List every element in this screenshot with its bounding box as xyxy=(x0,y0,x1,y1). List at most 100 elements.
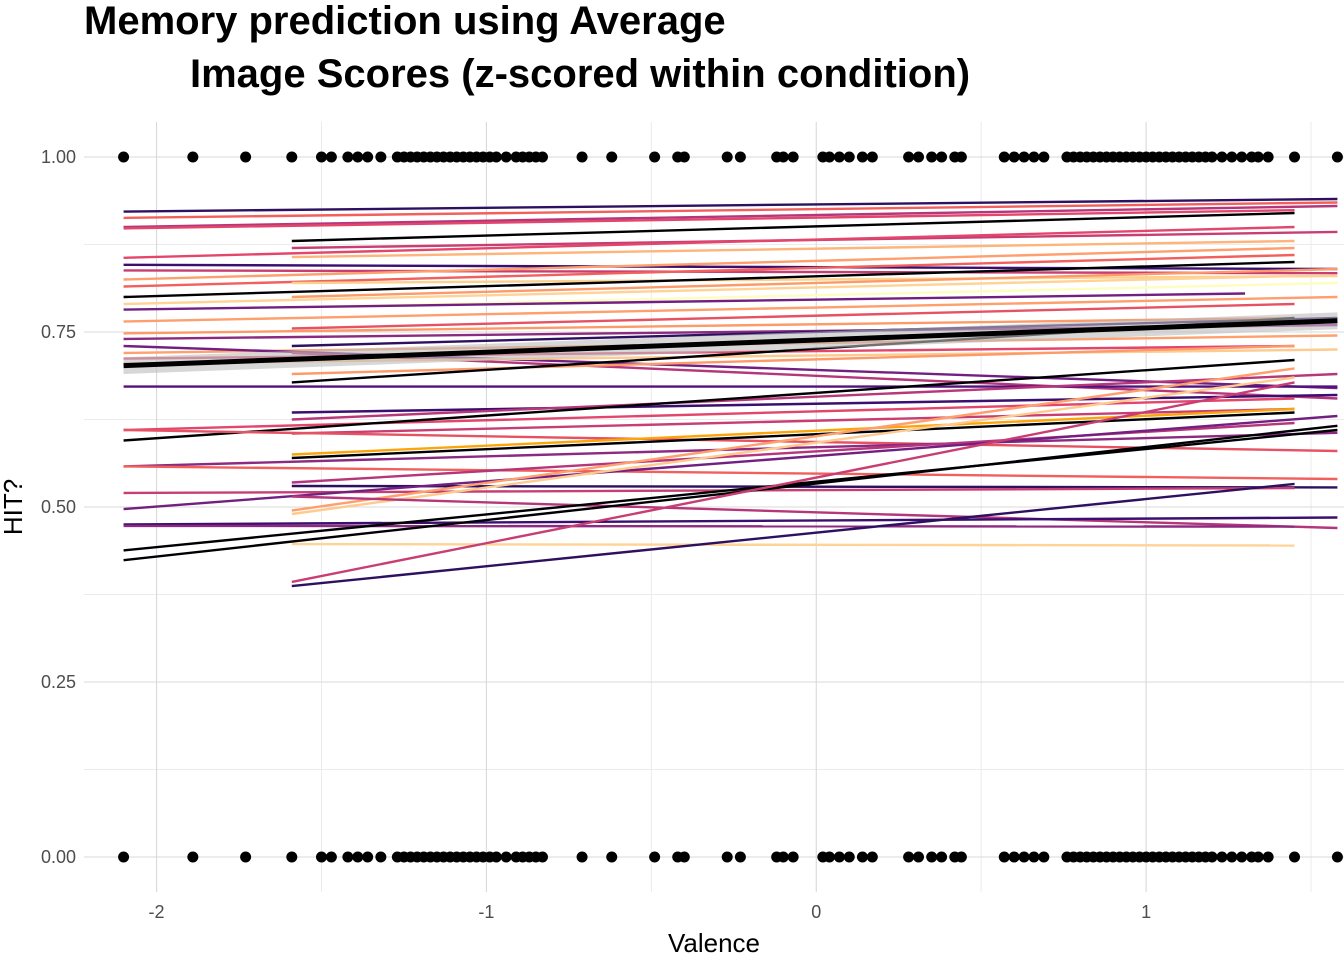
y-axis-title: HIT? xyxy=(0,479,28,535)
data-point xyxy=(352,851,364,863)
data-point xyxy=(1216,151,1228,163)
data-point xyxy=(866,851,878,863)
data-point xyxy=(576,851,588,863)
data-point xyxy=(903,151,915,163)
chart-title-line-2: Image Scores (z-scored within condition) xyxy=(190,52,970,96)
series-line xyxy=(123,316,1295,335)
series-line xyxy=(123,209,1295,230)
data-point xyxy=(315,151,327,163)
data-point xyxy=(500,851,512,863)
data-point xyxy=(187,151,199,163)
data-point xyxy=(955,851,967,863)
data-point xyxy=(536,151,548,163)
data-point xyxy=(576,151,588,163)
x-tick-label: 0 xyxy=(811,902,821,922)
y-tick-label: 0.00 xyxy=(41,847,76,867)
data-point xyxy=(606,851,618,863)
data-point xyxy=(843,151,855,163)
data-point xyxy=(315,851,327,863)
x-tick-label: 1 xyxy=(1141,902,1151,922)
series-line xyxy=(291,344,1295,376)
data-point xyxy=(734,851,746,863)
data-point xyxy=(734,151,746,163)
data-point xyxy=(375,151,387,163)
data-point xyxy=(998,151,1010,163)
data-point xyxy=(1038,151,1050,163)
series-line xyxy=(291,211,1295,243)
data-point xyxy=(777,151,789,163)
data-point xyxy=(787,851,799,863)
data-point xyxy=(240,851,252,863)
data-point xyxy=(1252,151,1264,163)
data-point xyxy=(118,851,130,863)
chart-title-line-1: Memory prediction using Average xyxy=(84,0,726,43)
series-line xyxy=(291,482,1295,588)
series-lines xyxy=(123,197,1338,588)
data-point xyxy=(342,151,354,163)
series-line xyxy=(291,281,1338,309)
series-line xyxy=(291,267,1338,299)
series-line xyxy=(291,495,1338,530)
y-tick-label: 0.75 xyxy=(41,322,76,342)
data-point xyxy=(913,851,925,863)
data-point xyxy=(1331,151,1343,163)
data-point xyxy=(118,151,130,163)
data-point xyxy=(678,851,690,863)
series-line xyxy=(291,376,1295,516)
series-line xyxy=(123,414,1338,511)
data-point xyxy=(721,851,733,863)
data-point xyxy=(1216,851,1228,863)
data-point xyxy=(866,151,878,163)
data-point xyxy=(926,851,938,863)
data-point xyxy=(833,851,845,863)
series-line xyxy=(291,411,1295,460)
data-point xyxy=(1252,851,1264,863)
data-point xyxy=(721,151,733,163)
data-point xyxy=(903,851,915,863)
grid xyxy=(84,122,1344,892)
data-point xyxy=(856,851,868,863)
y-tick-label: 0.50 xyxy=(41,497,76,517)
series-line xyxy=(123,263,1338,271)
data-point xyxy=(1018,851,1030,863)
y-tick-label: 0.25 xyxy=(41,672,76,692)
x-tick-label: -2 xyxy=(149,902,165,922)
data-point xyxy=(1236,851,1248,863)
data-point xyxy=(362,151,374,163)
series-line xyxy=(291,407,1295,435)
data-point xyxy=(936,151,948,163)
fit-line xyxy=(123,318,1338,369)
data-point xyxy=(1262,851,1274,863)
data-point xyxy=(1226,851,1238,863)
series-line xyxy=(123,269,1338,275)
data-point xyxy=(1236,151,1248,163)
y-tick-label: 1.00 xyxy=(41,147,76,167)
tick-labels: -2 -1 0 1 0.00 0.25 0.50 0.75 1.00 xyxy=(41,147,1151,922)
data-point xyxy=(1028,151,1040,163)
data-point xyxy=(998,851,1010,863)
data-point xyxy=(500,151,512,163)
series-line xyxy=(123,197,1338,213)
data-point xyxy=(352,151,364,163)
data-point xyxy=(1008,851,1020,863)
series-line xyxy=(123,253,1295,288)
data-point xyxy=(325,151,337,163)
data-point xyxy=(375,851,387,863)
series-line xyxy=(291,372,1338,421)
series-line xyxy=(123,246,1295,281)
data-point xyxy=(649,151,661,163)
series-line xyxy=(123,465,1338,481)
data-point xyxy=(1289,851,1301,863)
x-axis-title: Valence xyxy=(668,928,760,958)
data-point xyxy=(1038,851,1050,863)
series-line xyxy=(123,486,1295,495)
data-point xyxy=(1331,851,1343,863)
data-point xyxy=(1028,851,1040,863)
data-point xyxy=(187,851,199,863)
data-point xyxy=(536,851,548,863)
series-line xyxy=(123,225,1295,259)
data-point xyxy=(678,151,690,163)
series-line xyxy=(291,274,1338,285)
data-point xyxy=(926,151,938,163)
